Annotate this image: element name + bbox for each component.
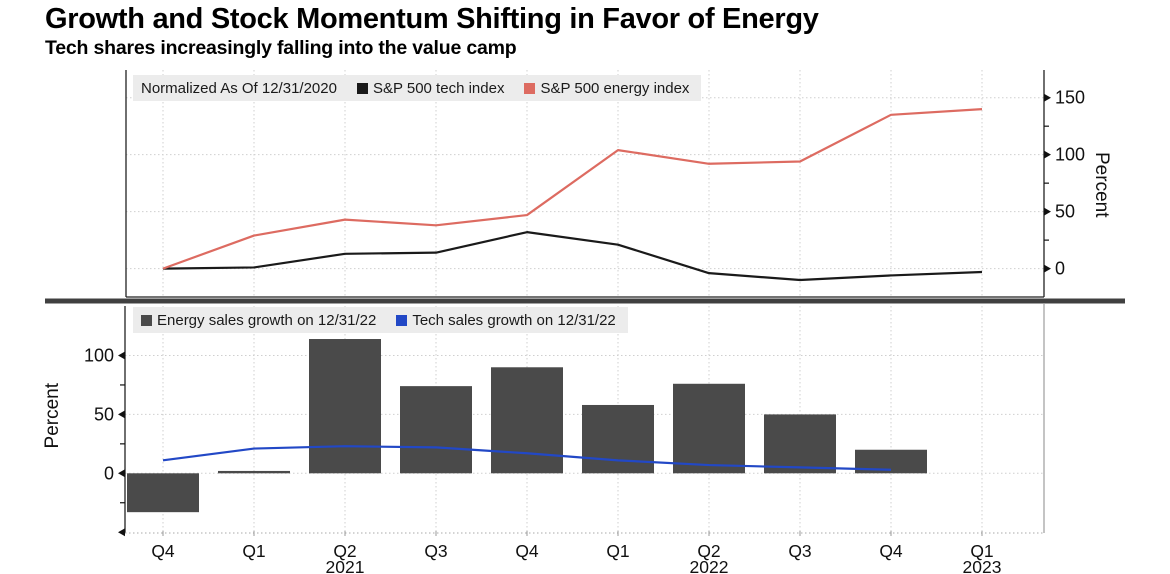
tech-index-line [163,232,982,280]
left-tick-marker [118,352,125,360]
tech-sales-swatch-icon [396,315,407,326]
x-axis-labels: Q4Q1Q2Q3Q4Q1Q2Q3Q4Q1202120222023 [151,541,1001,574]
right-tick-marker [1044,94,1051,102]
x-tick-label: Q4 [515,541,539,561]
tech-index-label: S&P 500 tech index [373,80,504,97]
bottom-legend: Energy sales growth on 12/31/22 Tech sal… [133,307,628,333]
x-tick-label: Q1 [606,541,629,561]
right-axis-title: Percent [1090,152,1112,217]
energy-index-label: S&P 500 energy index [540,80,689,97]
energy-sales-bar [673,384,745,474]
x-tick-label: Q4 [151,541,175,561]
x-tick-label: Q3 [424,541,447,561]
energy-sales-swatch-icon [141,315,152,326]
left-tick-marker [118,469,125,477]
year-label: 2021 [326,557,365,574]
right-tick-label: 50 [1055,202,1075,222]
right-tick-marker [1044,208,1051,216]
right-tick-label: 150 [1055,88,1085,108]
top-axes: 0 50 100 150 [126,70,1085,297]
legend-item-tech-sales: Tech sales growth on 12/31/22 [396,312,615,329]
energy-index-line [163,109,982,269]
legend-note: Normalized As Of 12/31/2020 [141,80,337,97]
energy-sales-bar [218,471,290,473]
chart-page: 050100150050100Q4Q1Q2Q3Q4Q1Q2Q3Q4Q120212… [0,0,1170,574]
panel-divider [45,299,1125,304]
left-tick-label: 50 [94,404,114,424]
energy-sales-bar [764,414,836,473]
energy-sales-bar [309,339,381,473]
tech-index-swatch-icon [357,83,368,94]
top-grid [126,70,1044,297]
energy-index-swatch-icon [524,83,535,94]
energy-sales-bar [127,473,199,512]
legend-item-energy-sales: Energy sales growth on 12/31/22 [141,312,376,329]
x-tick-label: Q3 [788,541,811,561]
right-tick-label: 0 [1055,259,1065,279]
x-tick-label: Q4 [879,541,903,561]
x-tick-label: Q1 [242,541,265,561]
year-label: 2023 [963,557,1002,574]
bottom-axes: 0 50 100 [84,304,1044,536]
year-label: 2022 [690,557,729,574]
energy-sales-bar [491,367,563,473]
energy-sales-bar [400,386,472,473]
right-tick-marker [1044,151,1051,159]
energy-sales-label: Energy sales growth on 12/31/22 [157,312,376,329]
left-tick-marker [118,528,125,536]
energy-sales-bar [582,405,654,473]
legend-item-tech-index: S&P 500 tech index [357,80,504,97]
right-tick-label: 100 [1055,145,1085,165]
top-legend: Normalized As Of 12/31/2020 S&P 500 tech… [133,75,701,101]
left-tick-marker [118,410,125,418]
left-tick-label: 0 [104,463,114,483]
right-tick-marker [1044,265,1051,273]
left-axis-title: Percent [42,383,64,448]
tech-sales-label: Tech sales growth on 12/31/22 [412,312,615,329]
legend-item-energy-index: S&P 500 energy index [524,80,689,97]
left-tick-label: 100 [84,346,114,366]
